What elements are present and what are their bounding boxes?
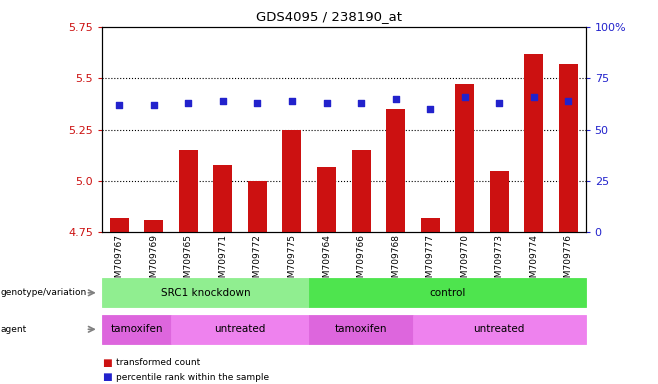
Bar xyxy=(490,171,509,232)
Text: tamoxifen: tamoxifen xyxy=(335,324,388,334)
Point xyxy=(563,98,574,104)
Text: SRC1 knockdown: SRC1 knockdown xyxy=(161,288,251,298)
Point xyxy=(425,106,436,112)
Point xyxy=(252,100,263,106)
Bar xyxy=(213,164,232,232)
Text: genotype/variation: genotype/variation xyxy=(1,288,87,297)
Bar xyxy=(317,167,336,232)
Bar xyxy=(179,150,198,232)
Point xyxy=(494,100,505,106)
Bar xyxy=(386,109,405,232)
Point xyxy=(356,100,367,106)
Point xyxy=(218,98,228,104)
Point xyxy=(390,96,401,102)
Text: ■: ■ xyxy=(102,358,112,368)
Text: percentile rank within the sample: percentile rank within the sample xyxy=(116,372,270,382)
Text: GDS4095 / 238190_at: GDS4095 / 238190_at xyxy=(256,10,402,23)
Bar xyxy=(351,150,370,232)
Point xyxy=(287,98,297,104)
Point xyxy=(114,102,124,108)
Text: transformed count: transformed count xyxy=(116,358,201,367)
Point xyxy=(149,102,159,108)
Text: control: control xyxy=(429,288,466,298)
Bar xyxy=(455,84,474,232)
Bar xyxy=(524,54,544,232)
Text: ■: ■ xyxy=(102,372,112,382)
Bar xyxy=(248,181,267,232)
Text: untreated: untreated xyxy=(474,324,525,334)
Point xyxy=(321,100,332,106)
Bar xyxy=(559,64,578,232)
Text: untreated: untreated xyxy=(215,324,266,334)
Point xyxy=(183,100,193,106)
Bar xyxy=(144,220,163,232)
Bar xyxy=(282,130,301,232)
Point xyxy=(528,94,539,100)
Text: tamoxifen: tamoxifen xyxy=(111,324,163,334)
Point xyxy=(459,94,470,100)
Bar xyxy=(110,218,129,232)
Bar xyxy=(420,218,440,232)
Text: agent: agent xyxy=(1,325,27,334)
